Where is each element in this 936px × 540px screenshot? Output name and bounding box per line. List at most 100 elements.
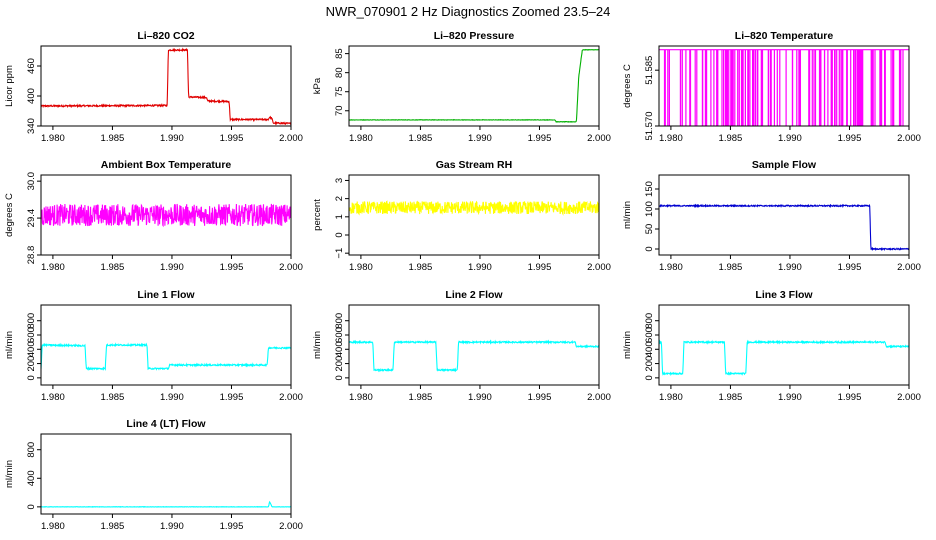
x-tick-label: 1.995 bbox=[220, 392, 244, 403]
plot-area bbox=[41, 342, 291, 372]
y-axis-label: degrees C bbox=[622, 64, 633, 108]
y-tick-label: 0 bbox=[26, 504, 37, 509]
panel-1: Li–820 CO2 1.980 1.985 1.990 1.995 2.000 340 40… bbox=[4, 30, 303, 144]
plot-area bbox=[349, 339, 599, 373]
plot-area bbox=[41, 47, 291, 126]
x-tick-label: 1.985 bbox=[101, 392, 125, 403]
x-tick-label: 1.995 bbox=[838, 133, 862, 144]
y-tick-label: 29.4 bbox=[26, 209, 37, 228]
data-series bbox=[349, 339, 599, 373]
y-tick-label: 3 bbox=[334, 178, 345, 183]
y-tick-label: 400 bbox=[644, 341, 655, 357]
plot-area bbox=[659, 339, 909, 377]
x-tick-label: 1.985 bbox=[719, 392, 743, 403]
x-tick-label: 1.990 bbox=[778, 262, 802, 273]
y-tick-label: 150 bbox=[644, 181, 655, 197]
x-tick-label: 1.985 bbox=[101, 133, 125, 144]
x-tick-label: 1.995 bbox=[838, 262, 862, 273]
x-tick-label: 2.000 bbox=[587, 392, 611, 403]
x-tick-label: 1.980 bbox=[41, 133, 65, 144]
x-tick-label: 1.985 bbox=[409, 133, 433, 144]
plot-area bbox=[659, 49, 909, 126]
plot-area bbox=[349, 48, 599, 123]
x-tick-label: 1.995 bbox=[528, 133, 552, 144]
y-tick-label: 400 bbox=[334, 341, 345, 357]
plot-frame bbox=[348, 174, 600, 256]
y-tick-label: 460 bbox=[26, 58, 37, 74]
y-tick-label: 200 bbox=[644, 356, 655, 372]
data-series bbox=[349, 200, 599, 216]
x-tick-label: 1.995 bbox=[528, 392, 552, 403]
x-tick-label: 1.980 bbox=[659, 133, 683, 144]
y-tick-label: 800 bbox=[26, 313, 37, 329]
y-tick-label: 800 bbox=[334, 313, 345, 329]
plot-frame bbox=[658, 45, 910, 127]
plot-frame bbox=[40, 433, 292, 515]
plot-frame bbox=[658, 304, 910, 386]
plot-frame bbox=[40, 304, 292, 386]
panel-title: Li–820 Temperature bbox=[735, 30, 834, 42]
panel-title: Gas Stream RH bbox=[436, 159, 512, 171]
y-tick-label: 200 bbox=[26, 356, 37, 372]
plot-frame bbox=[348, 304, 600, 386]
data-series bbox=[349, 48, 599, 123]
y-axis-label: ml/min bbox=[4, 460, 15, 488]
panel-10: Line 4 (LT) Flow 1.980 1.985 1.990 1.995 2.00… bbox=[4, 418, 303, 532]
panel-9: Line 3 Flow 1.980 1.985 1.990 1.995 2.000 0 200… bbox=[622, 289, 921, 403]
y-tick-label: 100 bbox=[644, 201, 655, 217]
y-tick-label: 50 bbox=[644, 224, 655, 235]
data-series bbox=[41, 342, 291, 372]
x-tick-label: 1.995 bbox=[220, 262, 244, 273]
y-tick-label: 400 bbox=[26, 88, 37, 104]
x-tick-label: 2.000 bbox=[897, 133, 921, 144]
x-tick-label: 1.980 bbox=[349, 262, 373, 273]
y-axis-label: percent bbox=[312, 199, 323, 231]
y-tick-label: 600 bbox=[334, 327, 345, 343]
data-series bbox=[659, 49, 909, 126]
y-tick-label: 0 bbox=[644, 375, 655, 380]
panel-title: Line 4 (LT) Flow bbox=[126, 418, 206, 430]
x-tick-label: 1.995 bbox=[220, 133, 244, 144]
y-tick-label: 85 bbox=[334, 48, 345, 59]
y-tick-label: 51.585 bbox=[644, 56, 655, 85]
y-tick-label: 0 bbox=[334, 232, 345, 237]
panel-7: Line 1 Flow 1.980 1.985 1.990 1.995 2.000 0 200… bbox=[4, 289, 303, 403]
x-tick-label: 2.000 bbox=[279, 521, 303, 532]
y-tick-label: 0 bbox=[26, 375, 37, 380]
x-tick-label: 1.985 bbox=[101, 521, 125, 532]
x-tick-label: 1.995 bbox=[528, 262, 552, 273]
panel-8: Line 2 Flow 1.980 1.985 1.990 1.995 2.000 0 200… bbox=[312, 289, 611, 403]
x-tick-label: 2.000 bbox=[279, 262, 303, 273]
x-tick-label: 1.990 bbox=[778, 392, 802, 403]
data-series bbox=[659, 203, 909, 252]
y-axis-label: Licor ppm bbox=[4, 65, 15, 107]
x-tick-label: 2.000 bbox=[897, 392, 921, 403]
y-axis-label: ml/min bbox=[312, 331, 323, 359]
panel-3: Li–820 Temperature 1.980 1.985 1.990 1.995 2.… bbox=[622, 30, 921, 144]
x-tick-label: 1.990 bbox=[160, 521, 184, 532]
x-tick-label: 1.985 bbox=[409, 392, 433, 403]
x-tick-label: 1.980 bbox=[41, 392, 65, 403]
plot-frame bbox=[658, 174, 910, 256]
x-tick-label: 1.990 bbox=[468, 392, 492, 403]
plot-frame bbox=[40, 174, 292, 256]
x-tick-label: 1.990 bbox=[160, 262, 184, 273]
y-tick-label: 400 bbox=[26, 341, 37, 357]
x-tick-label: 1.980 bbox=[659, 262, 683, 273]
plot-frame bbox=[40, 45, 292, 127]
x-tick-label: 1.990 bbox=[778, 133, 802, 144]
x-tick-label: 1.990 bbox=[468, 133, 492, 144]
x-tick-label: 1.980 bbox=[41, 262, 65, 273]
figure-title: NWR_070901 2 Hz Diagnostics Zoomed 23.5–… bbox=[326, 4, 611, 19]
y-axis-label: ml/min bbox=[622, 201, 633, 229]
plot-area bbox=[659, 203, 909, 252]
x-tick-label: 1.985 bbox=[719, 133, 743, 144]
data-series bbox=[41, 47, 291, 126]
x-tick-label: 2.000 bbox=[897, 262, 921, 273]
y-axis-label: degrees C bbox=[4, 193, 15, 237]
plot-area bbox=[41, 203, 291, 228]
y-tick-label: 400 bbox=[26, 470, 37, 486]
panel-title: Line 3 Flow bbox=[755, 289, 813, 301]
x-tick-label: 1.985 bbox=[101, 262, 125, 273]
panel-title: Line 1 Flow bbox=[137, 289, 195, 301]
